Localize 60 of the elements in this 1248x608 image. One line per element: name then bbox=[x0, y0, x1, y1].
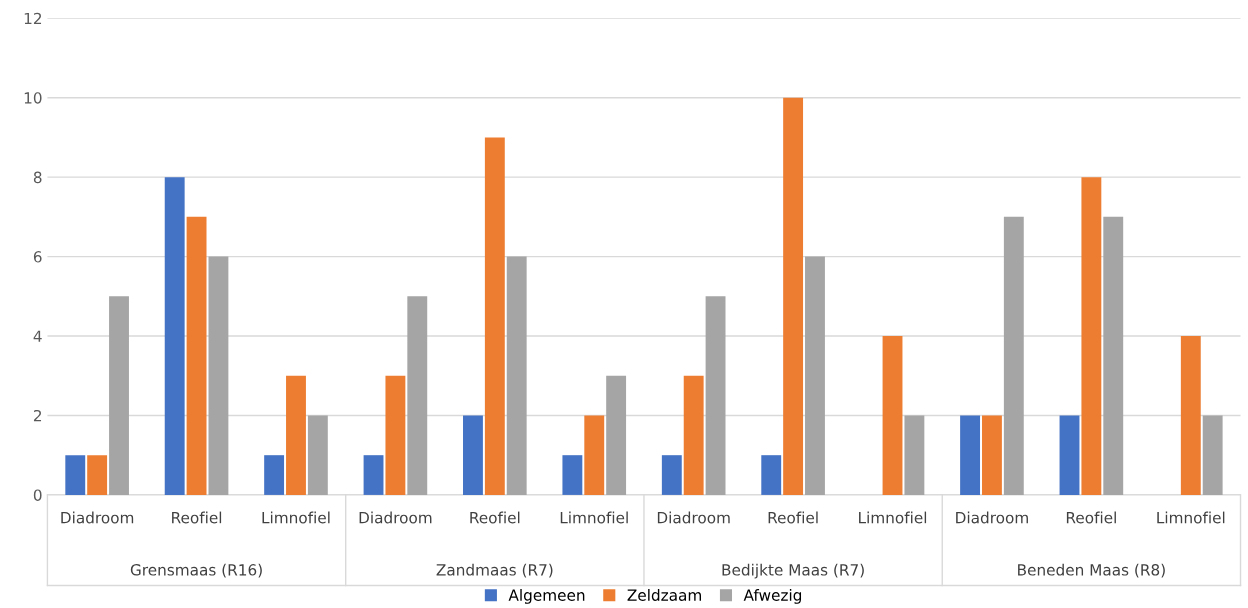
y-tick-label: 2 bbox=[33, 409, 42, 422]
bar bbox=[1081, 177, 1102, 495]
legend-label: Afwezig bbox=[743, 589, 802, 604]
y-tick-label: 12 bbox=[24, 12, 42, 25]
x-tick-label: Limnofiel bbox=[560, 511, 628, 524]
bar bbox=[1059, 415, 1080, 495]
bar bbox=[705, 296, 726, 495]
bar bbox=[661, 455, 682, 495]
x-tick-label: Diadroom bbox=[359, 511, 432, 524]
y-tick-label: 6 bbox=[33, 251, 42, 263]
x-tick-label: Limnofiel bbox=[1157, 511, 1225, 524]
bar bbox=[584, 415, 605, 495]
x-tick-label: Diadroom bbox=[657, 511, 730, 524]
legend-label: Algemeen bbox=[508, 589, 585, 604]
bar bbox=[783, 97, 804, 495]
bar bbox=[982, 415, 1002, 495]
bar bbox=[307, 415, 328, 495]
bar bbox=[1003, 216, 1024, 495]
bar bbox=[506, 256, 527, 495]
bar bbox=[683, 375, 704, 495]
bar bbox=[407, 296, 428, 495]
bar bbox=[484, 137, 505, 495]
bar bbox=[109, 296, 129, 495]
text: Grensmaas (R16) bbox=[130, 563, 262, 578]
y-tick-label: 0 bbox=[33, 489, 42, 501]
x-tick-label: Reofiel bbox=[470, 511, 520, 524]
y-tick-label: 8 bbox=[33, 171, 42, 184]
x-tick-label: Diadroom bbox=[956, 511, 1028, 524]
bar bbox=[562, 455, 583, 495]
bar bbox=[65, 455, 86, 495]
text: Zandmaas (R7) bbox=[436, 563, 553, 578]
bar bbox=[463, 415, 483, 495]
bar bbox=[164, 177, 185, 495]
bar bbox=[363, 455, 384, 495]
x-tick-label: Limnofiel bbox=[859, 511, 927, 524]
x-tick-label: Diadroom bbox=[61, 511, 134, 524]
x-tick-label: Limnofiel bbox=[262, 511, 330, 524]
y-tick-label: 10 bbox=[24, 92, 42, 104]
y-tick-label: 4 bbox=[33, 330, 42, 342]
x-tick-label: Reofiel bbox=[768, 511, 818, 524]
bar bbox=[904, 415, 925, 495]
bar bbox=[1180, 336, 1201, 495]
bar bbox=[1103, 216, 1124, 495]
text: Beneden Maas (R8) bbox=[1018, 563, 1165, 578]
x-tick-label: Reofiel bbox=[1066, 511, 1116, 524]
bar bbox=[960, 415, 981, 495]
bar bbox=[286, 375, 306, 495]
bar bbox=[385, 375, 406, 495]
legend-label: Zeldzaam bbox=[627, 589, 701, 601]
text: Bedijkte Maas (R7) bbox=[722, 563, 864, 579]
bar bbox=[264, 455, 285, 495]
bar bbox=[805, 256, 825, 495]
bar bbox=[208, 256, 229, 495]
bar bbox=[87, 455, 108, 495]
bar bbox=[606, 375, 627, 495]
x-tick-label: Reofiel bbox=[172, 511, 222, 524]
bar bbox=[761, 455, 782, 495]
bar bbox=[1202, 415, 1223, 495]
bar bbox=[186, 216, 207, 495]
bar bbox=[882, 336, 903, 495]
